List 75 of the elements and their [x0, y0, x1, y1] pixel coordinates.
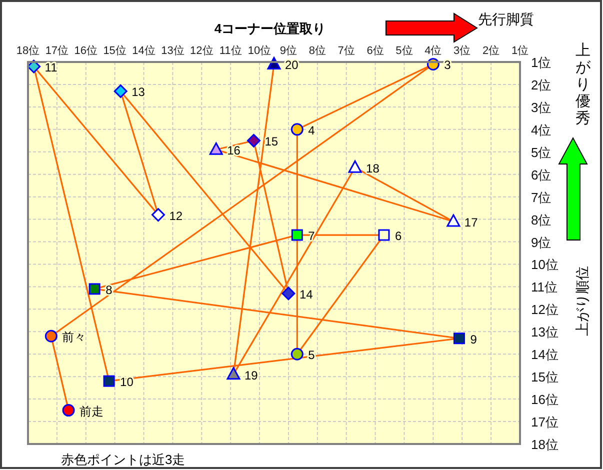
point — [246, 134, 260, 148]
x-tick-label: 4位 — [424, 45, 442, 57]
point-label: 10 — [120, 375, 134, 390]
y-tick-label: 18位 — [531, 437, 558, 452]
y-tick-label: 11位 — [531, 280, 558, 295]
x-tick-label: 7位 — [338, 45, 355, 57]
point — [103, 375, 115, 387]
y-tick-label: 16位 — [531, 392, 558, 408]
y-tick-label: 7位 — [531, 190, 552, 205]
point — [290, 123, 304, 136]
point — [453, 332, 465, 344]
y-tick-label: 5位 — [531, 144, 552, 160]
x-tick-label: 13位 — [161, 45, 184, 57]
point-label: 20 — [285, 58, 298, 72]
point-label: 3 — [444, 58, 451, 72]
point — [114, 84, 128, 98]
y-tick-label: 1位 — [531, 55, 552, 70]
y-tick-label: 10位 — [531, 257, 558, 272]
y-tick-label: 2位 — [531, 77, 552, 92]
y-tick-label: 9位 — [531, 234, 552, 250]
note: 上がり優秀 — [576, 42, 590, 127]
point — [348, 160, 362, 173]
point-label: 17 — [464, 216, 478, 230]
x-tick-label: 5位 — [396, 45, 413, 57]
note: 赤色ポイントは近3走 — [61, 452, 186, 467]
point-label: 14 — [299, 287, 313, 302]
point — [62, 404, 75, 417]
y-tick-label: 15位 — [531, 370, 558, 385]
point — [44, 330, 58, 342]
point-label: 18 — [366, 162, 380, 176]
y-tick-label: 13位 — [531, 324, 558, 340]
point-label: 4 — [308, 123, 315, 138]
x-tick-label: 12位 — [190, 45, 214, 57]
point — [209, 142, 223, 155]
point — [267, 56, 281, 70]
y-tick-label: 17位 — [531, 414, 558, 430]
point-label: 19 — [244, 368, 258, 382]
point-label: 13 — [132, 85, 145, 100]
point — [88, 283, 100, 295]
point — [446, 214, 460, 227]
point — [226, 367, 240, 380]
x-tick-label: 9位 — [280, 45, 298, 57]
point — [290, 348, 304, 360]
y-tick-label: 8位 — [531, 212, 552, 228]
point-label: 6 — [394, 229, 402, 244]
x-tick-label: 10位 — [248, 45, 272, 57]
point-label: 11 — [44, 60, 58, 74]
point — [378, 229, 390, 241]
point — [282, 286, 296, 300]
point-label: 15 — [264, 134, 278, 149]
point-label: 16 — [227, 144, 240, 158]
point-label: 前走 — [80, 404, 104, 418]
x-tick-label: 15位 — [103, 45, 126, 57]
y-tick-label: 6位 — [531, 167, 552, 182]
x-tick-label: 8位 — [308, 45, 326, 57]
y-axis-title: 上がり順位 — [574, 266, 590, 336]
y-tick-label: 3位 — [531, 100, 552, 115]
x-tick-label: 2位 — [482, 45, 500, 57]
point-label: 12 — [169, 208, 183, 223]
point — [291, 229, 303, 241]
x-tick-label: 1位 — [511, 45, 529, 57]
y-tick-label: 4位 — [531, 122, 552, 138]
point-label: 前々 — [62, 330, 86, 344]
x-tick-label: 11位 — [219, 45, 242, 57]
x-tick-label: 14位 — [132, 45, 156, 57]
y-tick-label: 12位 — [531, 302, 558, 318]
x-tick-label: 6位 — [366, 45, 384, 57]
x-tick-label: 16位 — [74, 45, 98, 57]
x-tick-label: 18位 — [16, 45, 40, 57]
x-axis-title: 4コーナー位置取り — [214, 21, 326, 36]
x-tick-label: 17位 — [45, 45, 69, 57]
x-tick-label: 3位 — [454, 45, 471, 57]
point-label: 9 — [470, 332, 477, 346]
y-tick-label: 14位 — [531, 347, 558, 362]
note: 先行脚質 — [478, 11, 534, 27]
